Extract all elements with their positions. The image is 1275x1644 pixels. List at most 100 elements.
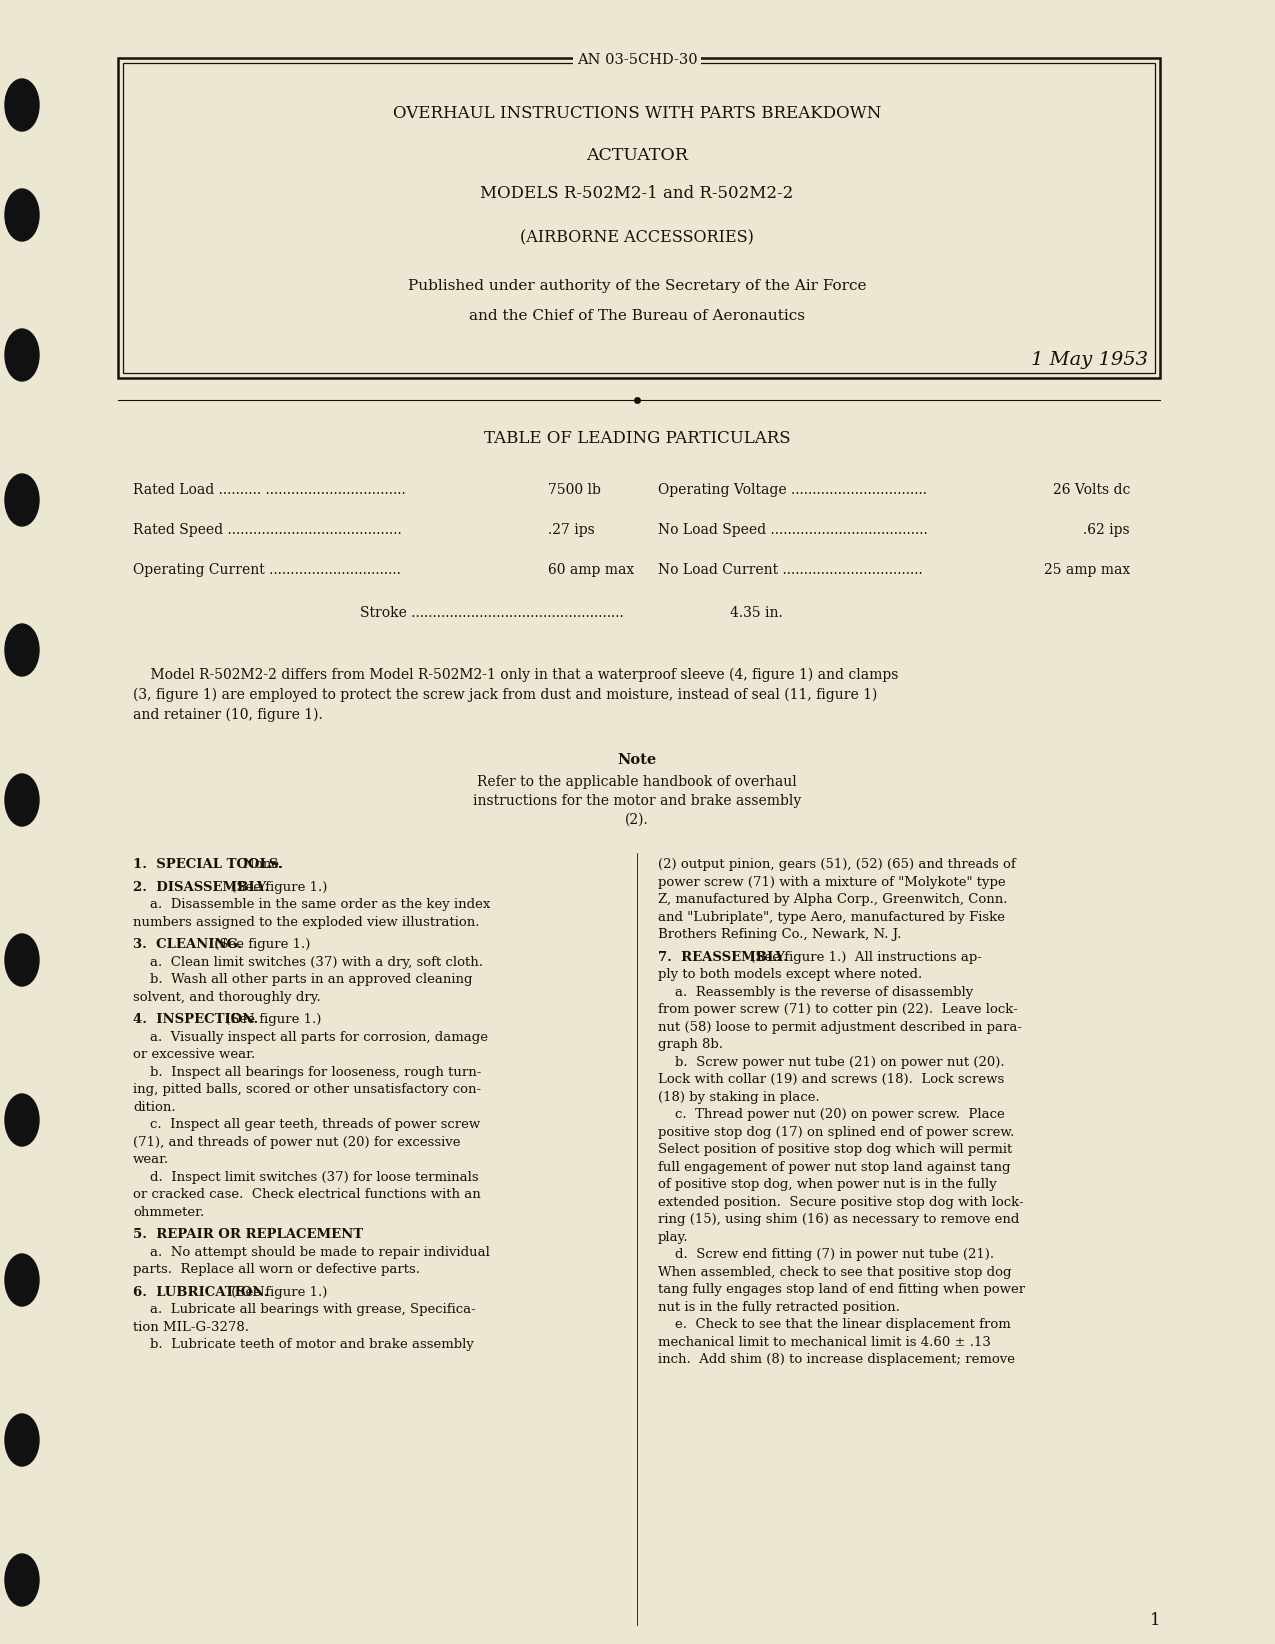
Text: or cracked case.  Check electrical functions with an: or cracked case. Check electrical functi… [133,1189,481,1202]
Text: dition.: dition. [133,1100,176,1113]
Text: d.  Inspect limit switches (37) for loose terminals: d. Inspect limit switches (37) for loose… [133,1171,478,1184]
Text: and the Chief of The Bureau of Aeronautics: and the Chief of The Bureau of Aeronauti… [469,309,805,322]
Text: Published under authority of the Secretary of the Air Force: Published under authority of the Secreta… [408,279,866,293]
Text: Lock with collar (19) and screws (18).  Lock screws: Lock with collar (19) and screws (18). L… [658,1074,1005,1087]
Text: .27 ips: .27 ips [548,523,594,538]
Text: (3, figure 1) are employed to protect the screw jack from dust and moisture, ins: (3, figure 1) are employed to protect th… [133,687,877,702]
Text: 6.  LUBRICATION.: 6. LUBRICATION. [133,1286,268,1299]
Text: (See figure 1.): (See figure 1.) [227,881,328,893]
Text: 2.  DISASSEMBLY.: 2. DISASSEMBLY. [133,881,269,893]
Text: ACTUATOR: ACTUATOR [586,148,688,164]
Text: e.  Check to see that the linear displacement from: e. Check to see that the linear displace… [658,1318,1011,1332]
Text: of positive stop dog, when power nut is in the fully: of positive stop dog, when power nut is … [658,1179,997,1190]
Text: Stroke ..................................................: Stroke .................................… [360,607,623,620]
Text: full engagement of power nut stop land against tang: full engagement of power nut stop land a… [658,1161,1011,1174]
Text: ing, pitted balls, scored or other unsatisfactory con-: ing, pitted balls, scored or other unsat… [133,1083,481,1097]
Text: (2) output pinion, gears (51), (52) (65) and threads of: (2) output pinion, gears (51), (52) (65)… [658,858,1016,871]
Text: ply to both models except where noted.: ply to both models except where noted. [658,968,922,981]
Text: wear.: wear. [133,1152,170,1166]
Text: .62 ips: .62 ips [1084,523,1130,538]
Text: b.  Inspect all bearings for looseness, rough turn-: b. Inspect all bearings for looseness, r… [133,1065,482,1078]
Text: None.: None. [238,858,283,871]
Text: solvent, and thoroughly dry.: solvent, and thoroughly dry. [133,990,321,1003]
Text: (See figure 1.): (See figure 1.) [227,1286,328,1299]
Text: d.  Screw end fitting (7) in power nut tube (21).: d. Screw end fitting (7) in power nut tu… [658,1248,994,1261]
Text: TABLE OF LEADING PARTICULARS: TABLE OF LEADING PARTICULARS [483,429,790,447]
Text: graph 8b.: graph 8b. [658,1037,723,1051]
Text: Z, manufactured by Alpha Corp., Greenwitch, Conn.: Z, manufactured by Alpha Corp., Greenwit… [658,893,1007,906]
Text: Operating Current ...............................: Operating Current ......................… [133,562,400,577]
Text: tion MIL-G-3278.: tion MIL-G-3278. [133,1320,249,1333]
Ellipse shape [5,1414,40,1466]
Text: (71), and threads of power nut (20) for excessive: (71), and threads of power nut (20) for … [133,1136,460,1149]
Bar [119,58,1160,378]
Text: or excessive wear.: or excessive wear. [133,1047,255,1060]
Text: power screw (71) with a mixture of "Molykote" type: power screw (71) with a mixture of "Moly… [658,876,1006,888]
Text: Model R-502M2-2 differs from Model R-502M2-1 only in that a waterproof sleeve (4: Model R-502M2-2 differs from Model R-502… [133,667,899,682]
Text: nut (58) loose to permit adjustment described in para-: nut (58) loose to permit adjustment desc… [658,1021,1023,1034]
Text: (See figure 1.): (See figure 1.) [222,1013,321,1026]
Bar [122,62,1155,373]
Text: 1.  SPECIAL TOOLS.: 1. SPECIAL TOOLS. [133,858,283,871]
Text: No Load Current .................................: No Load Current ........................… [658,562,923,577]
Text: Note: Note [617,753,657,768]
Text: 4.35 in.: 4.35 in. [731,607,783,620]
Ellipse shape [5,1554,40,1606]
Text: Select position of positive stop dog which will permit: Select position of positive stop dog whi… [658,1143,1012,1156]
Text: extended position.  Secure positive stop dog with lock-: extended position. Secure positive stop … [658,1195,1024,1208]
Text: OVERHAUL INSTRUCTIONS WITH PARTS BREAKDOWN: OVERHAUL INSTRUCTIONS WITH PARTS BREAKDO… [393,105,881,122]
Text: b.  Wash all other parts in an approved cleaning: b. Wash all other parts in an approved c… [133,973,473,986]
Text: 1: 1 [1150,1611,1160,1629]
Text: No Load Speed .....................................: No Load Speed ..........................… [658,523,928,538]
Ellipse shape [5,329,40,381]
Text: positive stop dog (17) on splined end of power screw.: positive stop dog (17) on splined end of… [658,1126,1015,1139]
Text: parts.  Replace all worn or defective parts.: parts. Replace all worn or defective par… [133,1263,419,1276]
Text: Operating Voltage ................................: Operating Voltage ......................… [658,483,927,496]
Text: (See figure 1.)  All instructions ap-: (See figure 1.) All instructions ap- [746,950,982,963]
Text: 7500 lb: 7500 lb [548,483,601,496]
Text: nut is in the fully retracted position.: nut is in the fully retracted position. [658,1300,900,1314]
Text: tang fully engages stop land of end fitting when power: tang fully engages stop land of end fitt… [658,1282,1025,1295]
Text: 1 May 1953: 1 May 1953 [1031,352,1148,368]
Text: b.  Lubricate teeth of motor and brake assembly: b. Lubricate teeth of motor and brake as… [133,1338,474,1351]
Text: mechanical limit to mechanical limit is 4.60 ± .13: mechanical limit to mechanical limit is … [658,1335,991,1348]
Ellipse shape [5,1254,40,1305]
Text: a.  Disassemble in the same order as the key index: a. Disassemble in the same order as the … [133,898,491,911]
Ellipse shape [5,189,40,242]
Ellipse shape [5,473,40,526]
Text: and "Lubriplate", type Aero, manufactured by Fiske: and "Lubriplate", type Aero, manufacture… [658,911,1005,924]
Text: 26 Volts dc: 26 Volts dc [1053,483,1130,496]
Text: Brothers Refining Co., Newark, N. J.: Brothers Refining Co., Newark, N. J. [658,927,901,940]
Text: c.  Inspect all gear teeth, threads of power screw: c. Inspect all gear teeth, threads of po… [133,1118,481,1131]
Text: (AIRBORNE ACCESSORIES): (AIRBORNE ACCESSORIES) [520,230,754,247]
Text: a.  Lubricate all bearings with grease, Specifica-: a. Lubricate all bearings with grease, S… [133,1304,476,1315]
Text: a.  Reassembly is the reverse of disassembly: a. Reassembly is the reverse of disassem… [658,985,973,998]
Ellipse shape [5,774,40,825]
Text: play.: play. [658,1230,688,1243]
Text: numbers assigned to the exploded view illustration.: numbers assigned to the exploded view il… [133,916,479,929]
Text: a.  Clean limit switches (37) with a dry, soft cloth.: a. Clean limit switches (37) with a dry,… [133,955,483,968]
Text: 3.  CLEANING.: 3. CLEANING. [133,939,242,950]
Text: a.  Visually inspect all parts for corrosion, damage: a. Visually inspect all parts for corros… [133,1031,488,1044]
Ellipse shape [5,625,40,676]
Text: (See figure 1.): (See figure 1.) [209,939,310,950]
Text: 25 amp max: 25 amp max [1044,562,1130,577]
Ellipse shape [5,79,40,132]
Text: ring (15), using shim (16) as necessary to remove end: ring (15), using shim (16) as necessary … [658,1213,1020,1226]
Text: from power screw (71) to cotter pin (22).  Leave lock-: from power screw (71) to cotter pin (22)… [658,1003,1017,1016]
Text: 4.  INSPECTION.: 4. INSPECTION. [133,1013,259,1026]
Ellipse shape [5,934,40,986]
Text: a.  No attempt should be made to repair individual: a. No attempt should be made to repair i… [133,1246,490,1259]
Text: When assembled, check to see that positive stop dog: When assembled, check to see that positi… [658,1266,1011,1279]
Text: Refer to the applicable handbook of overhaul: Refer to the applicable handbook of over… [477,774,797,789]
Ellipse shape [5,1093,40,1146]
Text: ohmmeter.: ohmmeter. [133,1205,204,1218]
Text: instructions for the motor and brake assembly: instructions for the motor and brake ass… [473,794,801,807]
Text: AN 03-5CHD-30: AN 03-5CHD-30 [576,53,697,67]
Text: c.  Thread power nut (20) on power screw.  Place: c. Thread power nut (20) on power screw.… [658,1108,1005,1121]
Text: Rated Load .......... .................................: Rated Load .......... ..................… [133,483,405,496]
Text: inch.  Add shim (8) to increase displacement; remove: inch. Add shim (8) to increase displacem… [658,1353,1015,1366]
Text: (18) by staking in place.: (18) by staking in place. [658,1090,820,1103]
Text: Rated Speed .........................................: Rated Speed ............................… [133,523,402,538]
Text: MODELS R-502M2-1 and R-502M2-2: MODELS R-502M2-1 and R-502M2-2 [481,184,793,202]
